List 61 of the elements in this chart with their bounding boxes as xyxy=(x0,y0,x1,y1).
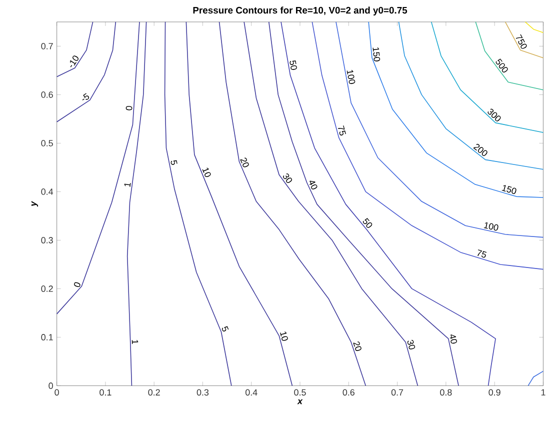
x-tick-label: 0.6 xyxy=(342,389,354,396)
x-tick-label: 0.4 xyxy=(246,389,258,396)
text: 30 xyxy=(407,340,416,350)
line-series xyxy=(312,22,544,270)
text: 1 xyxy=(132,340,138,344)
line-series xyxy=(475,22,544,90)
x-tick-label: 0.1 xyxy=(100,389,112,396)
line-series xyxy=(398,22,544,170)
text: 200 xyxy=(473,144,488,156)
text: 40 xyxy=(310,181,318,190)
x-tick-label: 0.3 xyxy=(196,389,209,396)
x-tick-label: 0.5 xyxy=(294,389,306,396)
text: 0 xyxy=(126,106,132,110)
line-series xyxy=(430,22,544,134)
text: 750 xyxy=(516,34,527,50)
x-tick-label: 0 xyxy=(54,389,59,396)
chart-title: Pressure Contours for Re=10, V0=2 and y0=0.75 xyxy=(193,6,408,16)
text: 20 xyxy=(240,158,249,168)
text: 50 xyxy=(362,218,372,228)
text: 10 xyxy=(280,332,288,341)
y-axis-title: y xyxy=(31,201,38,207)
y-tick-label: 0 xyxy=(48,382,53,390)
text: 5 xyxy=(222,326,229,332)
line-series xyxy=(56,22,116,122)
text: 10 xyxy=(202,168,211,178)
text: -10 xyxy=(70,56,78,68)
line-series xyxy=(56,22,140,315)
text: 50 xyxy=(290,60,297,70)
text: 500 xyxy=(496,58,508,73)
text: 150 xyxy=(372,48,380,62)
y-tick-label: 0.5 xyxy=(41,140,53,147)
text: 5 xyxy=(170,160,178,166)
text: 1 xyxy=(124,183,131,188)
line-series xyxy=(268,22,459,386)
y-tick-label: 0.1 xyxy=(41,334,53,341)
y-tick-label: 0.6 xyxy=(41,92,53,98)
y-tick-label: 0.4 xyxy=(41,188,54,196)
line-series xyxy=(164,22,232,386)
text: -5 xyxy=(82,93,90,101)
y-tick-label: 0.7 xyxy=(41,43,53,50)
y-tick-label: 0.2 xyxy=(41,286,53,292)
text: 40 xyxy=(450,334,457,344)
text: 100 xyxy=(484,222,498,231)
x-tick-label: 0.2 xyxy=(148,389,160,396)
x-tick-label: 0.9 xyxy=(488,389,500,396)
text: 150 xyxy=(502,185,516,194)
line-series xyxy=(336,22,544,238)
x-tick-label: 1 xyxy=(541,389,546,396)
line-series xyxy=(368,22,544,198)
x-tick-label: 0.7 xyxy=(391,389,404,396)
x-axis-title: x xyxy=(297,400,303,404)
text: 0 xyxy=(74,282,80,288)
text: 20 xyxy=(353,342,362,352)
text: 300 xyxy=(488,108,501,122)
text: 100 xyxy=(346,70,356,84)
line-series xyxy=(56,22,94,78)
x-tick-label: 0.8 xyxy=(440,389,452,396)
text: 75 xyxy=(478,250,487,258)
text: 30 xyxy=(283,174,292,184)
y-tick-label: 0.3 xyxy=(41,237,53,244)
text: 75 xyxy=(338,126,346,136)
